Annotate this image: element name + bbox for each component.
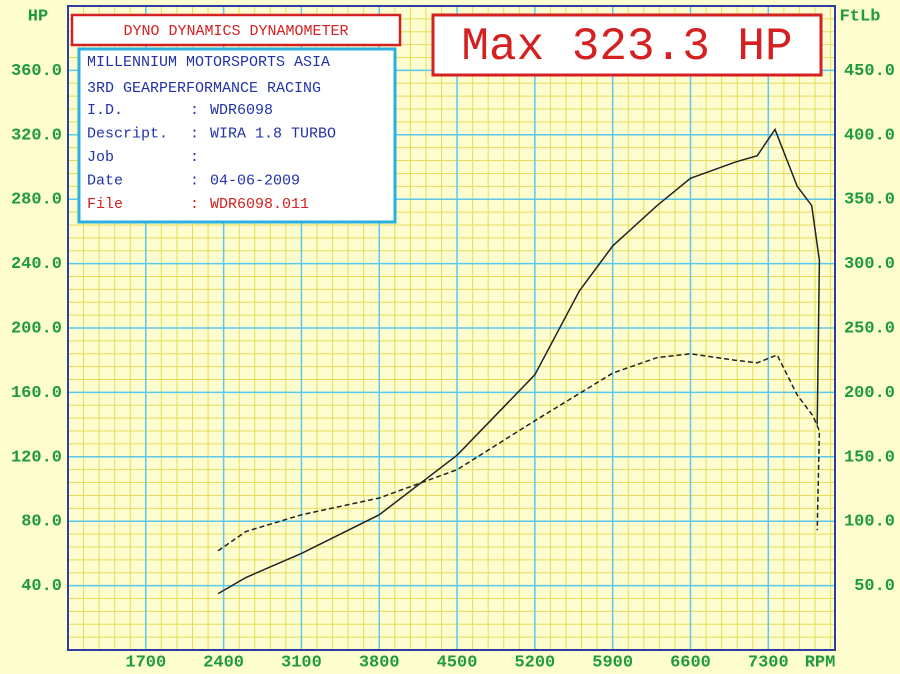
max-box bbox=[431, 13, 823, 77]
y2-axis-label: FtLb bbox=[840, 7, 881, 26]
info-box bbox=[77, 47, 397, 224]
y-tick-label: 160.0 bbox=[11, 384, 62, 403]
y-tick-label: 80.0 bbox=[21, 513, 62, 532]
x-tick-label: 6600 bbox=[670, 653, 711, 672]
y2-tick-label: 350.0 bbox=[844, 191, 895, 210]
y2-tick-label: 150.0 bbox=[844, 448, 895, 467]
y-tick-label: 320.0 bbox=[11, 126, 62, 145]
info-field: : bbox=[190, 102, 199, 119]
info-field: WDR6098.011 bbox=[210, 196, 309, 213]
torque-line bbox=[217, 353, 821, 552]
x-tick-label: 1700 bbox=[125, 653, 166, 672]
x-tick-label: 2400 bbox=[203, 653, 244, 672]
x-tick-label: 5200 bbox=[514, 653, 555, 672]
info-line: 3RD GEARPERFORMANCE RACING bbox=[87, 80, 321, 97]
x-tick-label: 7300 bbox=[748, 653, 789, 672]
power-line bbox=[217, 127, 821, 595]
info-field: WDR6098 bbox=[210, 102, 273, 119]
x-tick-label: 3800 bbox=[359, 653, 400, 672]
info-field: : bbox=[190, 172, 199, 189]
info-field: Job bbox=[87, 149, 114, 166]
y-tick-label: 120.0 bbox=[11, 448, 62, 467]
info-field: File bbox=[87, 196, 123, 213]
x-tick-label: 5900 bbox=[592, 653, 633, 672]
chart-title: DYNO DYNAMICS DYNAMOMETER bbox=[123, 23, 348, 40]
info-field: : bbox=[190, 196, 199, 213]
title-box bbox=[70, 13, 402, 47]
y-tick-label: 200.0 bbox=[11, 319, 62, 338]
info-field: : bbox=[190, 149, 199, 166]
y2-tick-label: 300.0 bbox=[844, 255, 895, 274]
info-field: WIRA 1.8 TURBO bbox=[210, 125, 336, 142]
info-text: MILLENNIUM MOTORSPORTS ASIA 3RD GEARPERFO… bbox=[87, 54, 336, 213]
y2-tick-label: 450.0 bbox=[844, 62, 895, 81]
x-axis-label: RPM bbox=[805, 653, 836, 672]
info-line: MILLENNIUM MOTORSPORTS ASIA bbox=[87, 54, 330, 71]
y2-tick-label: 200.0 bbox=[844, 384, 895, 403]
plot-border bbox=[67, 5, 836, 651]
y-tick-label: 240.0 bbox=[11, 255, 62, 274]
max-annotation: Max 323.3 HP bbox=[461, 21, 792, 73]
info-field: : bbox=[190, 125, 199, 142]
y2-tick-label: 100.0 bbox=[844, 513, 895, 532]
x-tick-label: 4500 bbox=[437, 653, 478, 672]
y-tick-label: 40.0 bbox=[21, 577, 62, 596]
y-axis-label: HP bbox=[28, 7, 48, 26]
y2-tick-label: 50.0 bbox=[854, 577, 895, 596]
info-field: I.D. bbox=[87, 102, 123, 119]
y-tick-label: 280.0 bbox=[11, 191, 62, 210]
y2-tick-label: 250.0 bbox=[844, 319, 895, 338]
x-tick-label: 3100 bbox=[281, 653, 322, 672]
info-field: Descript. bbox=[87, 125, 168, 142]
info-field: 04-06-2009 bbox=[210, 172, 300, 189]
y2-tick-label: 400.0 bbox=[844, 126, 895, 145]
y-tick-label: 360.0 bbox=[11, 62, 62, 81]
info-field: Date bbox=[87, 172, 123, 189]
